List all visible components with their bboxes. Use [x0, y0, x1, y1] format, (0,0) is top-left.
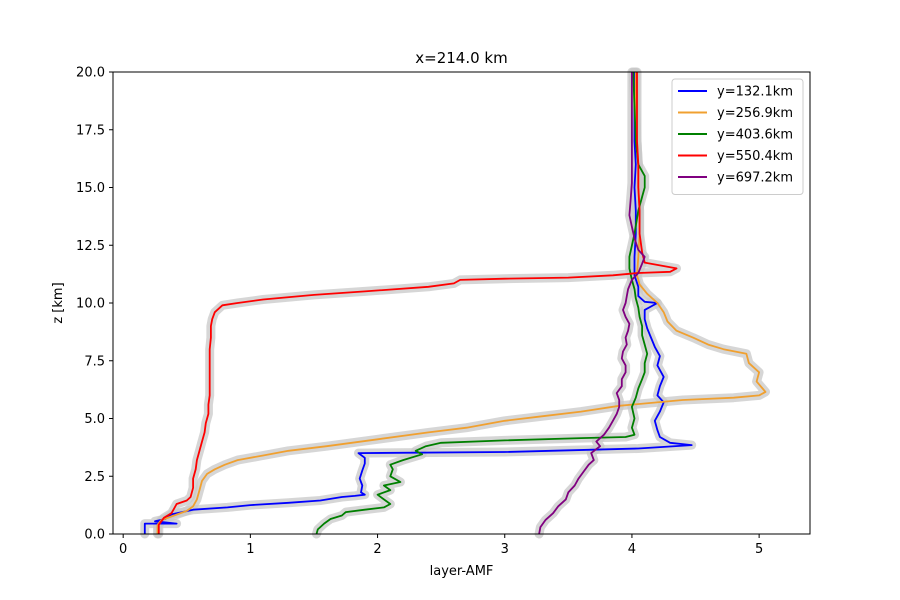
y-tick-label: 17.5	[76, 123, 105, 138]
legend-label: y=403.6km	[717, 128, 793, 143]
y-tick-label: 15.0	[76, 181, 105, 196]
x-tick-label: 3	[501, 542, 509, 557]
y-tick-label: 5.0	[84, 412, 105, 427]
x-tick-label: 1	[246, 542, 254, 557]
series-line	[143, 72, 693, 534]
x-axis-ticks: 0 1 2 3 4 5	[119, 534, 763, 557]
series-line	[315, 71, 649, 535]
y-tick-label: 20.0	[76, 66, 105, 81]
series-line	[157, 72, 678, 534]
x-tick-label: 0	[119, 542, 127, 557]
series-lines	[143, 71, 767, 535]
uncertainty-band	[534, 67, 650, 539]
x-tick-label: 4	[628, 542, 636, 557]
y-tick-label: 7.5	[84, 354, 105, 369]
x-tick-label: 5	[755, 542, 763, 557]
legend-label: y=256.9km	[717, 106, 793, 121]
chart-title: x=214.0 km	[415, 49, 507, 67]
y-tick-label: 10.0	[76, 297, 105, 312]
legend-box	[671, 78, 804, 195]
x-axis-label: layer-AMF	[430, 564, 494, 579]
series-line	[538, 72, 646, 535]
x-tick-label: 2	[373, 542, 381, 557]
y-axis-label: z [km]	[51, 282, 66, 323]
y-axis-ticks: 0.0 2.5 5.0 7.5 10.0 12.5 15.0 17.5 20.0	[76, 66, 113, 543]
legend-label: y=132.1km	[717, 85, 793, 100]
y-tick-label: 2.5	[84, 470, 105, 485]
legend-label: y=550.4km	[717, 149, 793, 164]
y-tick-label: 12.5	[76, 239, 105, 254]
y-tick-label: 0.0	[84, 528, 105, 543]
legend-label: y=697.2km	[717, 171, 793, 186]
legend: y=132.1km y=256.9km y=403.6km y=550.4km y=69…	[671, 78, 804, 195]
